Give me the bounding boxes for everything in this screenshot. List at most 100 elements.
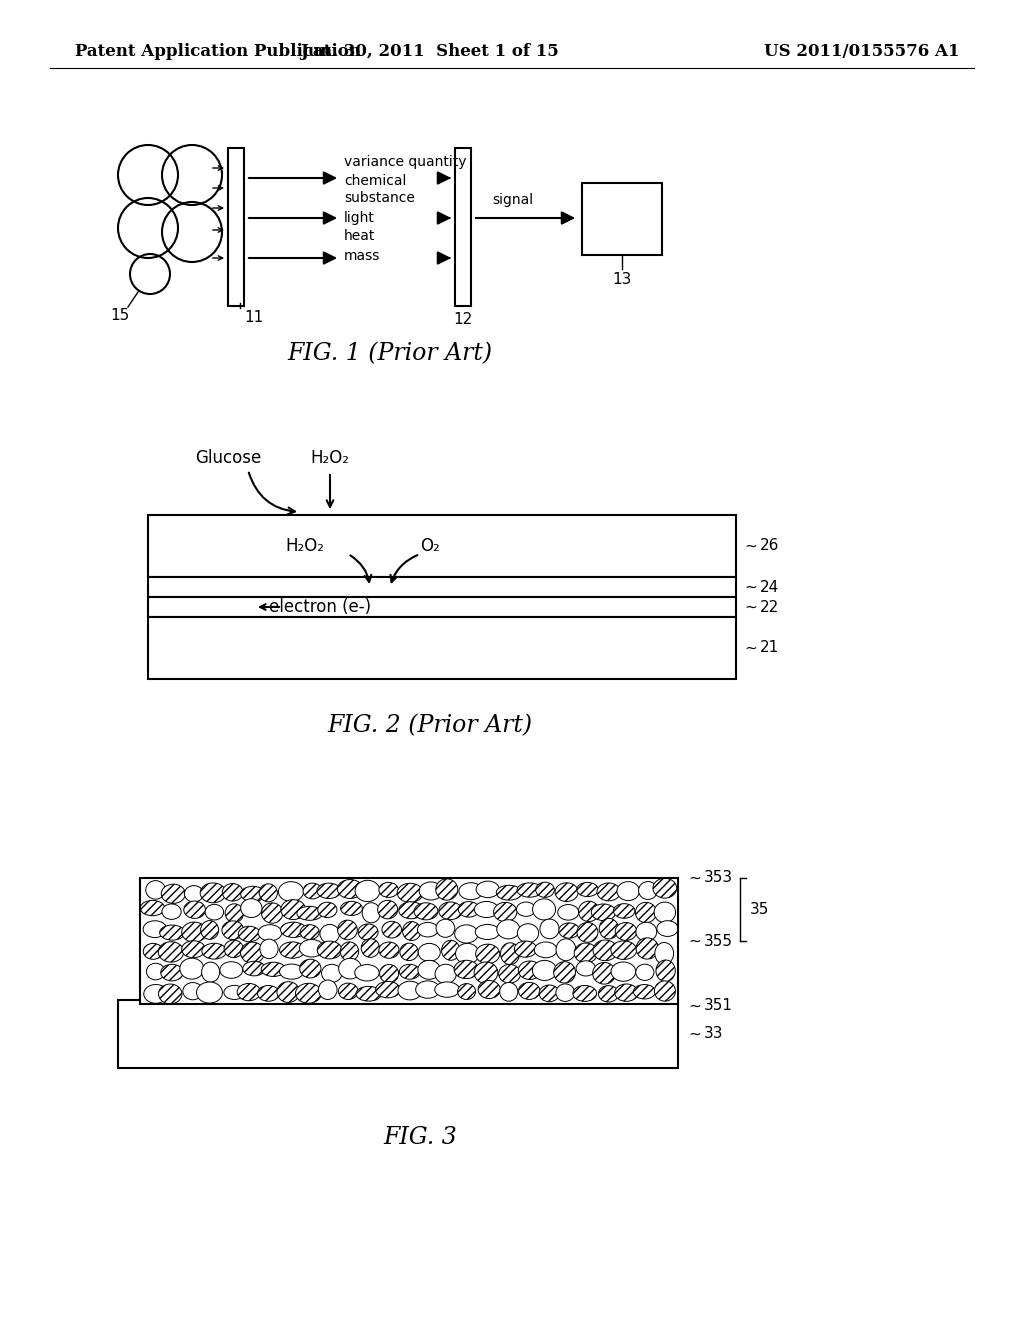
Ellipse shape xyxy=(300,960,321,978)
Ellipse shape xyxy=(202,944,226,960)
Ellipse shape xyxy=(397,883,423,903)
Ellipse shape xyxy=(398,902,423,919)
Ellipse shape xyxy=(577,923,598,942)
Ellipse shape xyxy=(459,883,482,900)
Ellipse shape xyxy=(160,925,184,940)
Bar xyxy=(148,577,736,597)
Text: mass: mass xyxy=(344,249,380,263)
Ellipse shape xyxy=(145,880,166,899)
Ellipse shape xyxy=(201,920,219,940)
Ellipse shape xyxy=(654,981,676,1001)
Ellipse shape xyxy=(181,941,205,958)
Ellipse shape xyxy=(593,962,615,985)
Ellipse shape xyxy=(438,902,462,920)
Ellipse shape xyxy=(143,921,167,937)
Ellipse shape xyxy=(436,919,455,937)
Ellipse shape xyxy=(455,925,478,942)
Ellipse shape xyxy=(558,904,579,920)
Bar xyxy=(148,616,736,678)
Ellipse shape xyxy=(414,903,438,920)
Ellipse shape xyxy=(299,940,324,957)
Ellipse shape xyxy=(281,900,305,920)
Ellipse shape xyxy=(398,981,422,999)
Text: 35: 35 xyxy=(750,902,769,917)
Ellipse shape xyxy=(202,962,220,982)
Ellipse shape xyxy=(556,983,574,1002)
Ellipse shape xyxy=(338,920,357,940)
Ellipse shape xyxy=(338,983,358,999)
Bar xyxy=(140,878,678,1005)
Bar xyxy=(148,597,736,616)
Text: 21: 21 xyxy=(760,640,779,656)
Ellipse shape xyxy=(243,961,265,975)
Ellipse shape xyxy=(143,985,168,1003)
Ellipse shape xyxy=(319,924,339,944)
Ellipse shape xyxy=(416,981,440,998)
Ellipse shape xyxy=(611,962,636,981)
Ellipse shape xyxy=(535,942,557,958)
Ellipse shape xyxy=(281,923,306,937)
Ellipse shape xyxy=(183,982,203,999)
Ellipse shape xyxy=(378,900,397,919)
Text: ∼: ∼ xyxy=(688,933,700,949)
Bar xyxy=(140,878,678,1005)
Text: Jun. 30, 2011  Sheet 1 of 15: Jun. 30, 2011 Sheet 1 of 15 xyxy=(301,44,559,61)
Ellipse shape xyxy=(222,921,244,940)
Ellipse shape xyxy=(418,944,440,961)
Ellipse shape xyxy=(516,902,536,916)
Ellipse shape xyxy=(517,883,543,898)
Ellipse shape xyxy=(146,964,165,979)
Ellipse shape xyxy=(559,923,580,939)
Text: variance quantity: variance quantity xyxy=(344,154,467,169)
Text: ∼: ∼ xyxy=(744,579,757,594)
Text: FIG. 3: FIG. 3 xyxy=(383,1126,457,1148)
Ellipse shape xyxy=(276,982,300,1002)
Text: FIG. 2 (Prior Art): FIG. 2 (Prior Art) xyxy=(328,714,532,737)
Ellipse shape xyxy=(441,940,460,961)
Ellipse shape xyxy=(636,923,656,941)
Ellipse shape xyxy=(303,883,322,899)
Ellipse shape xyxy=(611,941,637,960)
Ellipse shape xyxy=(205,904,223,920)
Bar xyxy=(148,515,736,577)
Ellipse shape xyxy=(517,924,539,942)
Ellipse shape xyxy=(615,923,637,940)
Bar xyxy=(455,148,471,306)
Ellipse shape xyxy=(400,944,418,961)
Ellipse shape xyxy=(241,942,264,964)
Ellipse shape xyxy=(435,982,460,998)
Ellipse shape xyxy=(514,941,537,957)
Ellipse shape xyxy=(180,958,204,979)
Ellipse shape xyxy=(260,939,279,958)
Ellipse shape xyxy=(279,882,303,902)
Ellipse shape xyxy=(475,924,500,940)
Text: 15: 15 xyxy=(111,308,130,323)
Ellipse shape xyxy=(261,962,286,977)
Text: ∼: ∼ xyxy=(744,640,757,656)
Ellipse shape xyxy=(317,902,337,917)
Bar xyxy=(118,1001,678,1068)
Ellipse shape xyxy=(317,883,341,899)
Text: 26: 26 xyxy=(760,539,779,553)
Ellipse shape xyxy=(656,960,675,982)
Ellipse shape xyxy=(161,965,183,981)
Ellipse shape xyxy=(318,979,337,999)
Bar xyxy=(582,183,662,255)
Text: substance: substance xyxy=(344,191,415,205)
Text: signal: signal xyxy=(492,193,534,207)
Ellipse shape xyxy=(341,902,362,916)
Ellipse shape xyxy=(577,883,598,896)
Ellipse shape xyxy=(399,965,420,979)
Ellipse shape xyxy=(222,883,243,902)
Ellipse shape xyxy=(499,965,520,983)
Ellipse shape xyxy=(436,879,458,900)
Ellipse shape xyxy=(197,982,222,1003)
Text: 33: 33 xyxy=(705,1027,724,1041)
Ellipse shape xyxy=(579,902,599,921)
Text: 355: 355 xyxy=(705,933,733,949)
Ellipse shape xyxy=(458,983,475,999)
Text: H₂O₂: H₂O₂ xyxy=(286,537,325,554)
Ellipse shape xyxy=(540,919,559,939)
Ellipse shape xyxy=(140,900,165,916)
Text: 351: 351 xyxy=(705,998,733,1014)
